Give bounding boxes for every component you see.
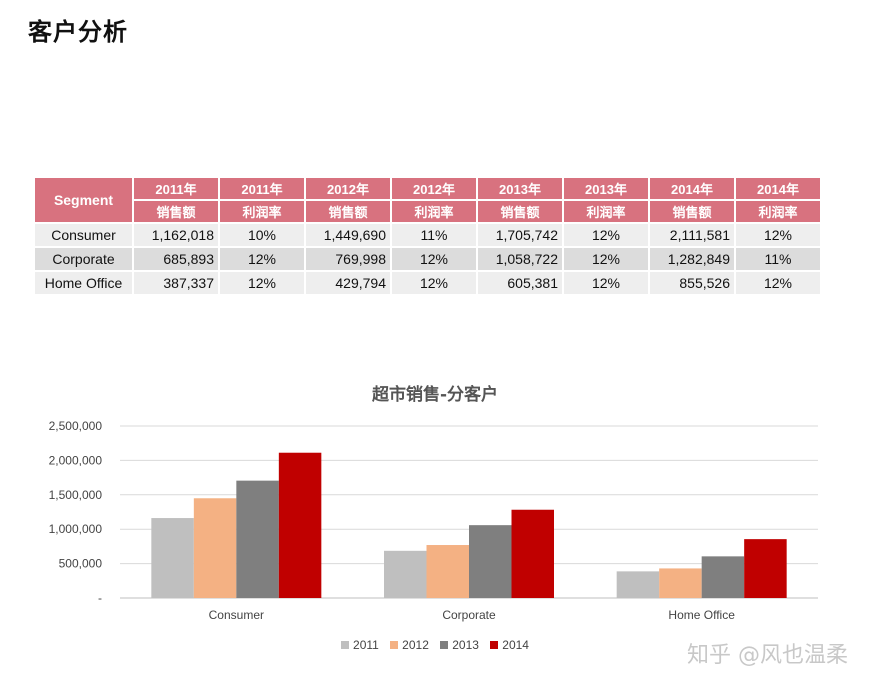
metric-header: 销售额 [650,201,734,222]
bar-2014-home-office [744,539,787,598]
bar-2011-corporate [384,550,427,598]
legend-label: 2014 [502,638,529,652]
bar-2013-consumer [236,480,279,598]
chart-title: 超市销售-分客户 [371,385,499,405]
x-tick-label: Corporate [442,608,496,622]
x-tick-label: Home Office [668,608,735,622]
sales-cell: 387,337 [134,272,218,294]
segment-cell: Home Office [35,272,132,294]
chart-plot-area: - 500,000 1,000,000 1,500,000 2,000,000 2,500… [49,419,818,622]
segment-column-header: Segment [35,178,132,222]
year-header: 2011年 [134,178,218,199]
legend-label: 2011 [353,638,379,652]
margin-cell: 12% [220,248,304,270]
sales-cell: 2,111,581 [650,224,734,246]
margin-cell: 11% [736,248,820,270]
sales-cell: 429,794 [306,272,390,294]
y-tick-label: 2,500,000 [49,419,103,433]
table-row: Consumer 1,162,018 10% 1,449,690 11% 1,7… [35,224,820,246]
margin-cell: 12% [392,272,476,294]
margin-cell: 12% [220,272,304,294]
y-tick-label: 1,000,000 [49,522,103,536]
margin-cell: 12% [736,224,820,246]
table-header-row-years: Segment 2011年 2011年 2012年 2012年 2013年 20… [35,178,820,222]
legend-swatch [490,641,499,649]
table-row: Corporate 685,893 12% 769,998 12% 1,058,… [35,248,820,270]
legend-item-2012: 2012 [390,638,429,652]
segment-cell: Consumer [35,224,132,246]
margin-cell: 12% [564,224,648,246]
y-tick-label: 500,000 [59,557,103,571]
bar-2012-corporate [426,545,469,598]
margin-cell: 12% [392,248,476,270]
legend-swatch [390,641,399,649]
page-title: 客户分析 [28,18,128,46]
bar-2013-home-office [701,556,745,598]
watermark: 知乎 @风也温柔 [687,643,848,668]
table-header-row-metrics: 销售额 利润率 销售额 利润率 销售额 利润率 销售额 利润率 [35,201,820,222]
y-tick-label: 2,000,000 [49,453,103,467]
bar-2011-home-office [616,571,660,598]
metric-header: 销售额 [306,201,390,222]
sales-cell: 1,449,690 [306,224,390,246]
year-header: 2014年 [736,178,820,199]
legend-swatch [341,641,350,649]
bar-2011-consumer [151,518,194,598]
segment-sales-table: Segment 2011年 2011年 2012年 2012年 2013年 20… [33,176,822,296]
year-header: 2013年 [564,178,648,199]
bar-2013-corporate [469,525,512,598]
year-header: 2012年 [392,178,476,199]
y-tick-label: 1,500,000 [49,488,103,502]
metric-header: 利润率 [564,201,648,222]
sales-cell: 685,893 [134,248,218,270]
legend-label: 2013 [452,638,479,652]
table-row: Home Office 387,337 12% 429,794 12% 605,… [35,272,820,294]
bar-2014-consumer [278,452,322,598]
legend-swatch [440,641,449,649]
metric-header: 利润率 [736,201,820,222]
bar-2012-consumer [193,498,237,598]
y-tick-label: - [98,591,102,605]
legend-item-2014: 2014 [490,638,529,652]
legend-item-2013: 2013 [440,638,479,652]
sales-cell: 1,705,742 [478,224,562,246]
year-header: 2013年 [478,178,562,199]
sales-cell: 1,058,722 [478,248,562,270]
segment-cell: Corporate [35,248,132,270]
bar-2014-corporate [511,509,554,598]
sales-cell: 1,162,018 [134,224,218,246]
metric-header: 销售额 [478,201,562,222]
year-header: 2011年 [220,178,304,199]
sales-cell: 1,282,849 [650,248,734,270]
margin-cell: 12% [564,248,648,270]
sales-cell: 605,381 [478,272,562,294]
year-header: 2012年 [306,178,390,199]
metric-header: 利润率 [220,201,304,222]
metric-header: 销售额 [134,201,218,222]
margin-cell: 12% [564,272,648,294]
x-tick-label: Consumer [209,608,264,622]
sales-cell: 855,526 [650,272,734,294]
year-header: 2014年 [650,178,734,199]
sales-cell: 769,998 [306,248,390,270]
bar-2012-home-office [659,568,702,598]
metric-header: 利润率 [392,201,476,222]
legend-item-2011: 2011 [341,638,379,652]
sales-by-segment-chart: 超市销售-分客户 - 500,000 1,000,000 1,500,000 2,000… [0,370,870,670]
legend-label: 2012 [402,638,429,652]
margin-cell: 12% [736,272,820,294]
margin-cell: 11% [392,224,476,246]
margin-cell: 10% [220,224,304,246]
chart-legend: 2011 2012 2013 2014 [0,638,870,652]
